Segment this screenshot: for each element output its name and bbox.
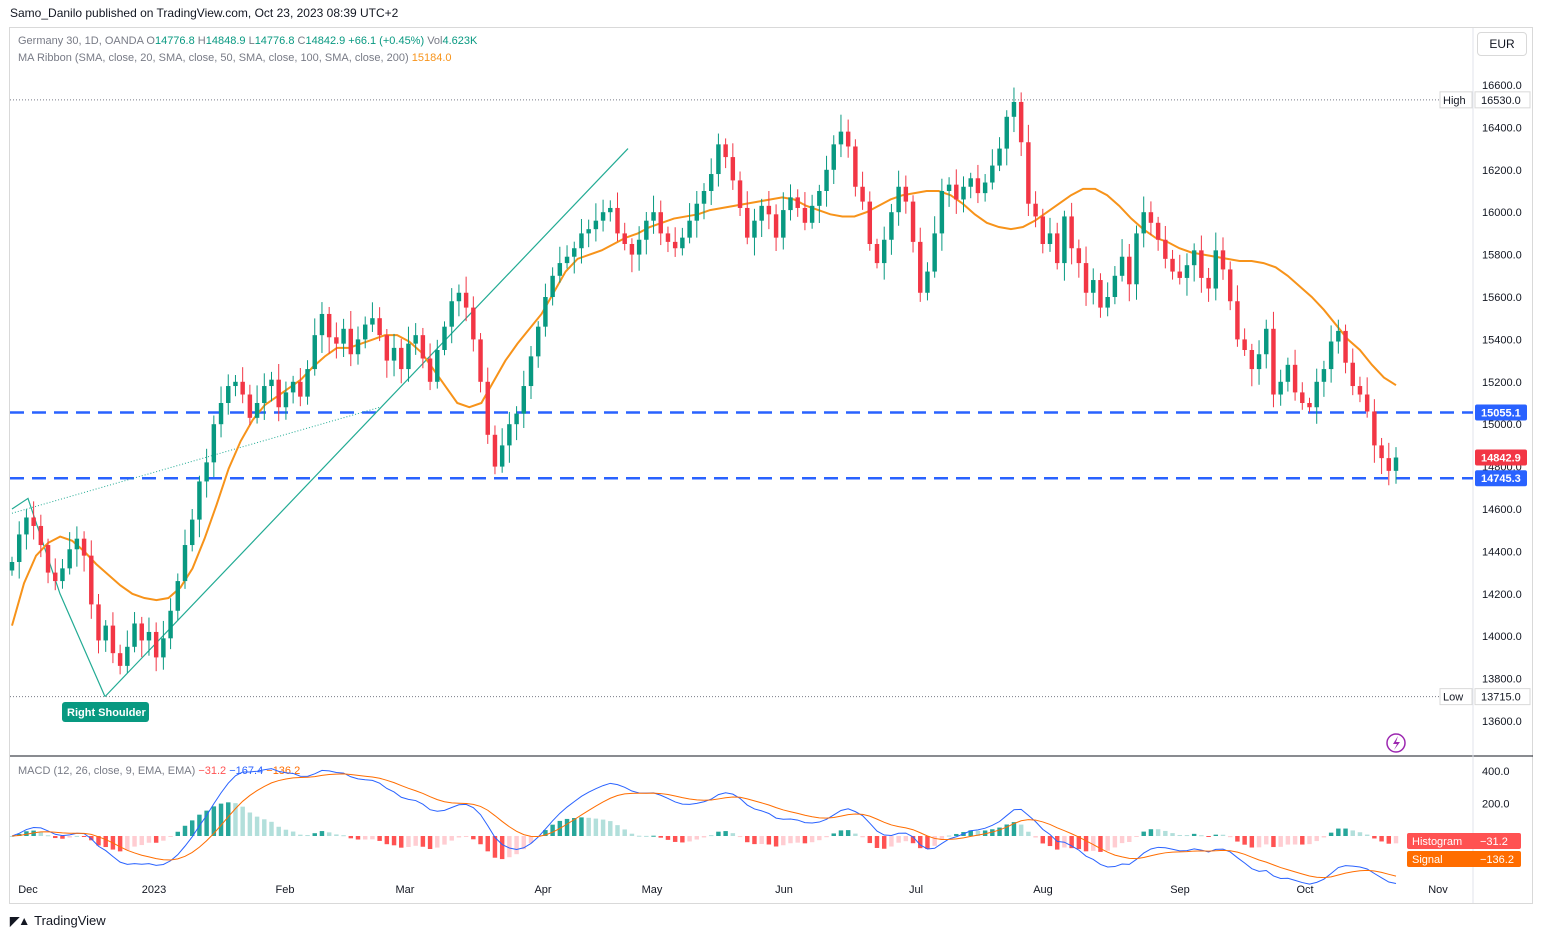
ma-ribbon-value: 15184.0 (411, 52, 452, 64)
volume-value: 4.623K (442, 35, 478, 47)
footer-brand: TradingView (34, 913, 106, 928)
ma-ribbon-legend: MA Ribbon (SMA, close, 20, SMA, close, 5… (18, 52, 452, 64)
tradingview-logo[interactable]: ◤▲ TradingView (10, 913, 106, 928)
macd-label[interactable]: MACD (12, 26, close, 9, EMA, EMA) (18, 765, 196, 777)
high-value: 14848.9 (205, 35, 246, 47)
macd-signal-value: −136.2 (266, 765, 301, 777)
ma-ribbon-label[interactable]: MA Ribbon (SMA, close, 20, SMA, close, 5… (18, 52, 409, 64)
symbol-name[interactable]: Germany 30, 1D, OANDA (18, 35, 144, 47)
tradingview-mark-icon: ◤▲ (10, 913, 30, 928)
close-value: 14842.9 (305, 35, 346, 47)
change-value: +66.1 (+0.45%) (348, 35, 425, 47)
chart-frame (9, 27, 1533, 904)
high-label: H (197, 35, 206, 47)
low-value: 14776.8 (254, 35, 295, 47)
macd-legend: MACD (12, 26, close, 9, EMA, EMA) −31.2 … (18, 765, 300, 777)
open-value: 14776.8 (154, 35, 195, 47)
macd-line-value: −167.4 (229, 765, 264, 777)
close-label: C (297, 35, 306, 47)
low-label: L (248, 35, 255, 47)
open-label: O (146, 35, 155, 47)
symbol-legend: Germany 30, 1D, OANDA O14776.8 H14848.9 … (18, 35, 477, 47)
volume-label: Vol (427, 35, 443, 47)
publisher-line: Samo_Danilo published on TradingView.com… (10, 6, 399, 20)
macd-histogram-value: −31.2 (198, 765, 227, 777)
currency-button[interactable]: EUR (1477, 32, 1527, 56)
